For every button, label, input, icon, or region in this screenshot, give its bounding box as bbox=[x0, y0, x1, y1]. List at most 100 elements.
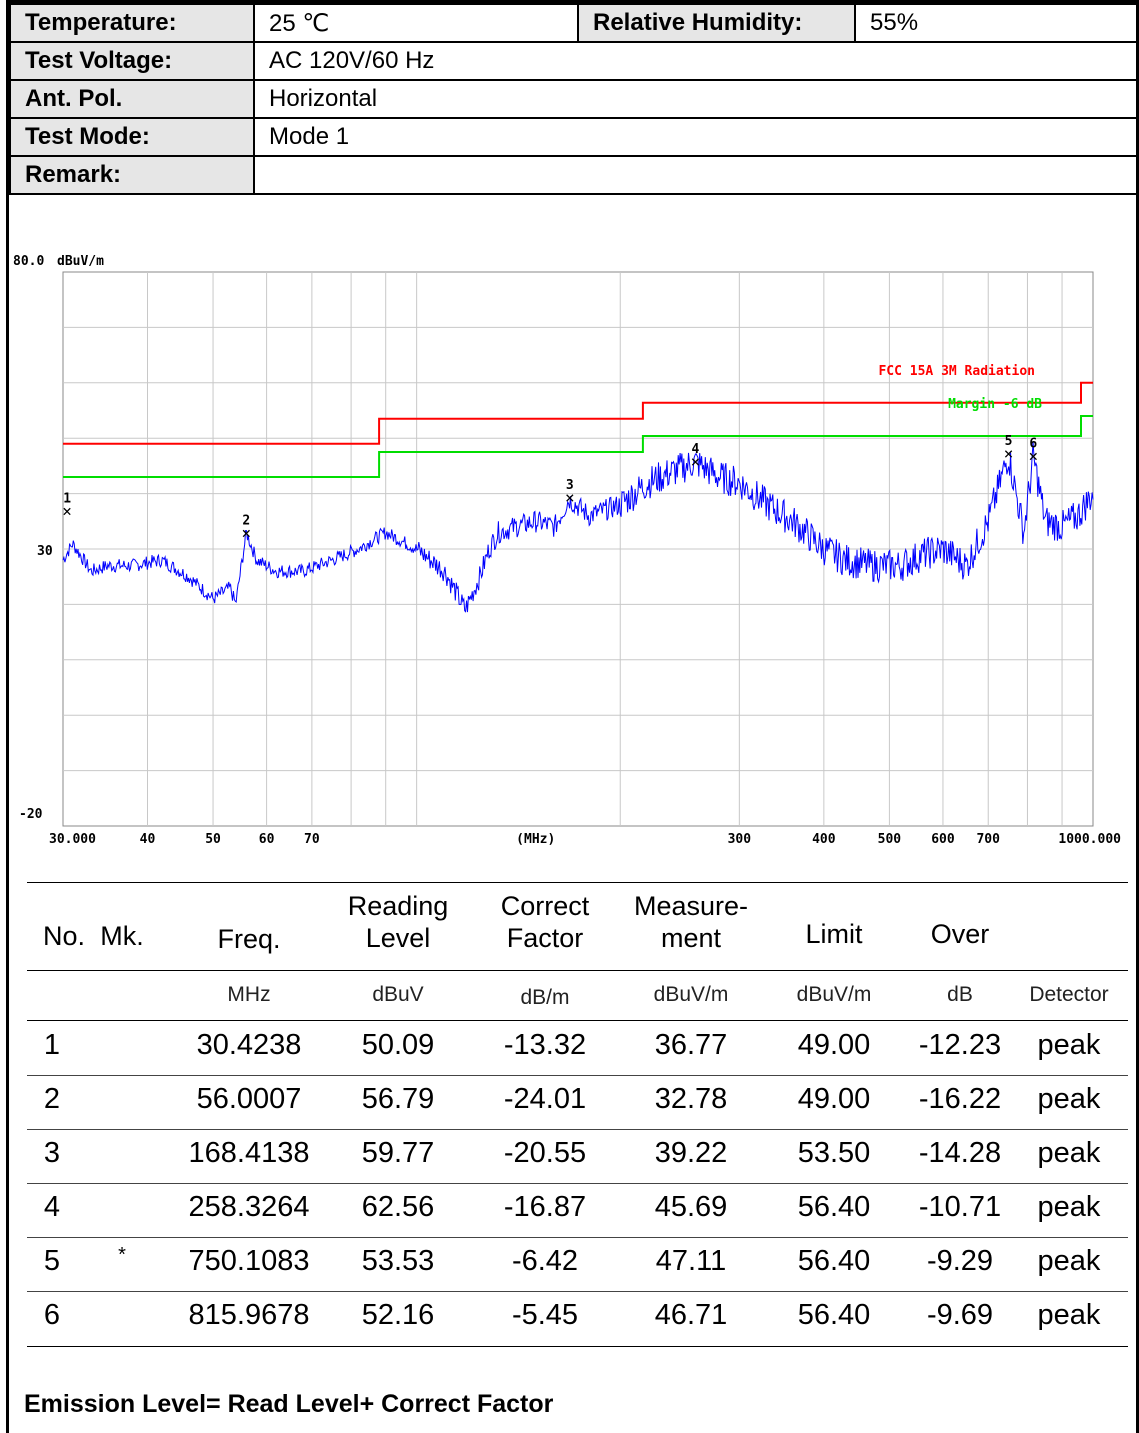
row-divider bbox=[27, 1237, 1128, 1238]
peak-marker: × bbox=[565, 488, 575, 507]
cell-limit: 49.00 bbox=[797, 1083, 871, 1115]
peak-marker: × bbox=[1028, 446, 1038, 465]
x-tick-label: 70 bbox=[304, 832, 320, 847]
info-row-ant-pol: Ant. Pol. Horizontal bbox=[9, 79, 1139, 119]
cell-correct: -13.32 bbox=[503, 1029, 587, 1061]
margin-line bbox=[63, 415, 1093, 478]
unit-rule bbox=[27, 1020, 1128, 1021]
x-axis-label: (MHz) bbox=[516, 832, 555, 847]
header-reading: Reading Level bbox=[347, 891, 449, 953]
row-divider bbox=[27, 1291, 1128, 1292]
cell-no: 2 bbox=[43, 1083, 61, 1115]
cell-correct: -6.42 bbox=[511, 1245, 579, 1277]
unit-over: dB bbox=[947, 983, 973, 1006]
y-unit-label: dBuV/m bbox=[57, 254, 104, 269]
cell-measurement: 46.71 bbox=[654, 1299, 728, 1331]
peak-marker-label: 2 bbox=[242, 514, 250, 529]
info-row-remark: Remark: bbox=[9, 155, 1139, 195]
top-rule bbox=[27, 882, 1128, 883]
cell-freq: 815.9678 bbox=[188, 1299, 310, 1331]
mode-value: Mode 1 bbox=[253, 117, 1139, 157]
header-freq: Freq. bbox=[217, 924, 281, 954]
peak-marker-label: 3 bbox=[566, 478, 574, 493]
cell-correct: -20.55 bbox=[503, 1137, 587, 1169]
header-no: No. bbox=[42, 921, 86, 951]
cell-measurement: 36.77 bbox=[654, 1029, 728, 1061]
peak-marker-label: 5 bbox=[1005, 434, 1013, 449]
cell-reading: 50.09 bbox=[361, 1029, 435, 1061]
test-conditions-table: Temperature: 25 ℃ Relative Humidity: 55%… bbox=[9, 3, 1139, 195]
emission-chart: 80.0 dBuV/m 30 -20 30.000 40 50 60 70 300 400 500 60… bbox=[9, 248, 1139, 858]
cell-no: 6 bbox=[43, 1299, 61, 1331]
header-over: Over bbox=[930, 919, 990, 949]
cell-detector: peak bbox=[1037, 1245, 1101, 1277]
cell-over: -12.23 bbox=[918, 1029, 1002, 1061]
cell-correct: -16.87 bbox=[503, 1191, 587, 1223]
unit-freq: MHz bbox=[227, 983, 271, 1006]
cell-detector: peak bbox=[1037, 1083, 1101, 1115]
cell-over: -10.71 bbox=[918, 1191, 1002, 1223]
header-limit: Limit bbox=[805, 919, 863, 949]
peak-marker: × bbox=[1004, 444, 1014, 463]
x-tick-label: 500 bbox=[878, 832, 902, 847]
temperature-label: Temperature: bbox=[9, 3, 255, 43]
cell-freq: 750.1083 bbox=[188, 1245, 310, 1277]
header-measurement: Measure- ment bbox=[633, 891, 749, 953]
y-tick-label: 80.0 bbox=[13, 254, 44, 269]
temperature-value: 25 ℃ bbox=[253, 3, 579, 43]
cell-reading: 52.16 bbox=[361, 1299, 435, 1331]
x-tick-label: 60 bbox=[259, 832, 275, 847]
cell-limit: 53.50 bbox=[797, 1137, 871, 1169]
page-frame bbox=[6, 0, 1139, 1433]
peak-marker-label: 1 bbox=[63, 491, 71, 506]
cell-no: 3 bbox=[43, 1137, 61, 1169]
cell-over: -16.22 bbox=[918, 1083, 1002, 1115]
ant-pol-label: Ant. Pol. bbox=[9, 79, 255, 119]
cell-limit: 49.00 bbox=[797, 1029, 871, 1061]
cell-limit: 56.40 bbox=[797, 1191, 871, 1223]
cell-limit: 56.40 bbox=[797, 1245, 871, 1277]
unit-limit: dBuV/m bbox=[796, 983, 872, 1006]
row-divider bbox=[27, 1183, 1128, 1184]
cell-no: 5 bbox=[43, 1245, 61, 1277]
info-row-temperature: Temperature: 25 ℃ Relative Humidity: 55% bbox=[9, 3, 1139, 43]
cell-mk: * bbox=[118, 1244, 126, 1266]
formula-note: Emission Level= Read Level+ Correct Fact… bbox=[24, 1390, 554, 1418]
cell-measurement: 32.78 bbox=[654, 1083, 728, 1115]
y-tick-label: 30 bbox=[37, 544, 53, 559]
x-tick-label: 700 bbox=[976, 832, 1000, 847]
emission-chart-svg: 80.0 dBuV/m 30 -20 30.000 40 50 60 70 300 400 500 60… bbox=[13, 254, 1121, 847]
limit-line bbox=[63, 381, 1093, 445]
cell-detector: peak bbox=[1037, 1299, 1101, 1331]
cell-detector: peak bbox=[1037, 1191, 1101, 1223]
cell-over: -9.29 bbox=[926, 1245, 994, 1277]
unit-detector: Detector bbox=[1029, 983, 1109, 1006]
cell-correct: -5.45 bbox=[511, 1299, 579, 1331]
ant-pol-value: Horizontal bbox=[253, 79, 1139, 119]
peak-marker: × bbox=[242, 524, 252, 543]
cell-correct: -24.01 bbox=[503, 1083, 587, 1115]
row-divider bbox=[27, 1129, 1128, 1130]
peak-marker: × bbox=[62, 501, 72, 520]
header-mk: Mk. bbox=[100, 921, 144, 951]
unit-reading: dBuV bbox=[372, 983, 424, 1006]
cell-no: 4 bbox=[43, 1191, 61, 1223]
cell-measurement: 45.69 bbox=[654, 1191, 728, 1223]
x-tick-label: 1000.000 bbox=[1058, 832, 1121, 847]
cell-freq: 56.0007 bbox=[196, 1083, 302, 1115]
margin-legend: Margin -6 dB bbox=[948, 397, 1042, 412]
humidity-value: 55% bbox=[854, 3, 1139, 43]
mode-label: Test Mode: bbox=[9, 117, 255, 157]
header-rule bbox=[27, 970, 1128, 971]
remark-value bbox=[253, 155, 1139, 195]
cell-over: -9.69 bbox=[926, 1299, 994, 1331]
unit-measurement: dBuV/m bbox=[653, 983, 729, 1006]
cell-measurement: 39.22 bbox=[654, 1137, 728, 1169]
peak-marker-label: 4 bbox=[692, 442, 700, 457]
peak-marker-label: 6 bbox=[1029, 436, 1037, 451]
cell-reading: 59.77 bbox=[361, 1137, 435, 1169]
cell-measurement: 47.11 bbox=[655, 1245, 727, 1277]
row-divider bbox=[27, 1075, 1128, 1076]
y-tick-label: -20 bbox=[19, 807, 43, 822]
x-tick-label: 40 bbox=[140, 832, 156, 847]
